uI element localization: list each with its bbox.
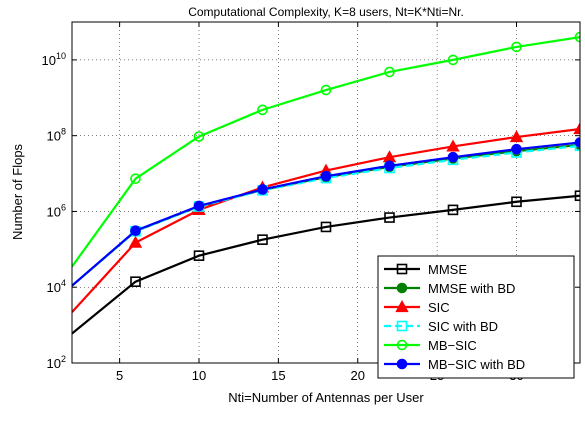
data-point — [447, 204, 459, 216]
legend-label: MMSE with BD — [428, 281, 515, 296]
data-point — [130, 173, 141, 185]
legend-entry: MB−SIC with BD — [384, 357, 525, 372]
data-point — [257, 104, 268, 116]
data-point — [384, 212, 395, 223]
x-tick-label: 5 — [116, 368, 123, 383]
legend-marker — [395, 300, 409, 313]
x-axis-label: Nti=Number of Antennas per User — [228, 390, 424, 405]
data-point — [574, 140, 580, 152]
legend-label: MB−SIC — [428, 338, 477, 353]
series-4 — [72, 31, 580, 268]
data-point — [447, 151, 459, 163]
data-point — [574, 31, 580, 43]
legend: MMSE MMSE with BD SIC SIC with BD MB−SIC MB−S… — [377, 255, 575, 379]
y-tick-label: 102 — [47, 354, 66, 371]
plot-frame — [71, 21, 581, 364]
legend-marker — [396, 339, 408, 351]
data-point — [511, 143, 522, 155]
legend-entry: MMSE — [384, 262, 467, 277]
data-point — [257, 184, 268, 195]
data-point — [573, 122, 580, 135]
data-point — [130, 276, 141, 287]
series-line — [72, 194, 580, 335]
series-layer — [72, 31, 580, 335]
data-point — [384, 66, 395, 78]
data-point — [130, 225, 141, 237]
data-point — [511, 196, 522, 208]
data-point — [320, 84, 332, 96]
y-tick-label: 1010 — [42, 51, 66, 68]
data-point — [193, 250, 205, 261]
data-point — [509, 130, 524, 143]
data-point — [193, 131, 205, 142]
legend-marker — [396, 320, 408, 332]
data-point — [320, 170, 332, 182]
data-point — [446, 139, 460, 152]
x-tick-label: 20 — [351, 368, 365, 383]
legend-marker — [396, 282, 408, 294]
legend-marker — [396, 263, 408, 275]
legend-entry: MMSE with BD — [384, 281, 515, 296]
y-axis-label: Number of Flops — [10, 143, 25, 240]
data-point — [384, 160, 395, 172]
x-tick-label: 10 — [192, 368, 206, 383]
legend-entry: SIC — [384, 300, 450, 315]
data-point — [574, 137, 580, 148]
data-point — [574, 190, 580, 202]
series-line — [72, 35, 580, 268]
data-point — [128, 235, 143, 248]
series-5 — [72, 137, 580, 287]
legend-marker — [396, 358, 408, 370]
series-0 — [72, 190, 580, 335]
legend-entry: MB−SIC — [384, 338, 477, 353]
data-point — [447, 54, 459, 66]
legend-label: SIC with BD — [428, 319, 498, 334]
data-point — [320, 221, 332, 233]
x-tick-label: 15 — [271, 368, 285, 383]
legend-entry: SIC with BD — [384, 319, 498, 334]
legend-label: SIC — [428, 300, 450, 315]
y-tick-label: 108 — [47, 127, 66, 144]
data-point — [511, 41, 522, 53]
legend-box — [377, 255, 575, 379]
legend-label: MB−SIC with BD — [428, 357, 525, 372]
ticks: 510152025301021041061081010 — [42, 22, 580, 383]
data-point — [193, 200, 205, 212]
legend-label: MMSE — [428, 262, 467, 277]
chart-title: Computational Complexity, K=8 users, Nt=… — [188, 5, 464, 19]
y-tick-label: 106 — [47, 202, 66, 219]
data-point — [257, 234, 268, 245]
y-tick-label: 104 — [47, 278, 66, 295]
